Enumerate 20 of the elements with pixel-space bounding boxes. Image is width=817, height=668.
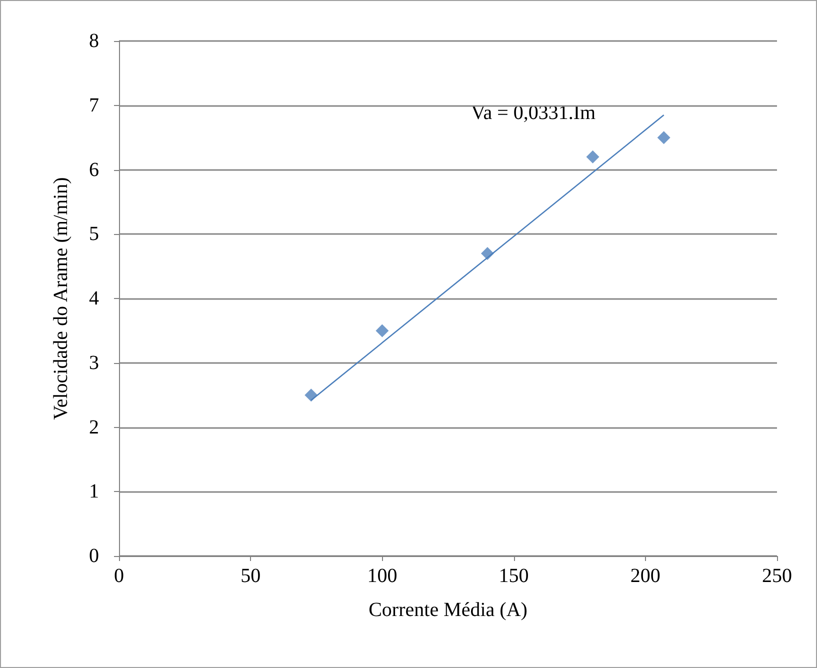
y-tick-label: 5 [89,223,99,246]
point [376,324,389,338]
y-axis-title: Velocidade do Arame (m/min) [50,177,72,420]
y-tick-label: 2 [89,416,99,438]
x-tick-label: 100 [367,565,398,587]
y-tick-label: 8 [89,30,99,52]
x-axis-title: Corrente Média (A) [368,599,528,621]
x-tick-label: 150 [498,565,529,587]
point [657,131,670,144]
x-tick-label: 50 [240,565,261,587]
point [586,150,600,164]
y-tick-label: 0 [89,545,99,567]
y-tick-label: 7 [89,94,99,116]
y-tick-label: 3 [89,352,99,374]
y-tick-label: 6 [89,158,99,181]
x-tick-label: 200 [630,565,660,587]
y-tick-label: 4 [89,288,99,310]
y-tick-label: 1 [89,480,99,503]
x-tick-label: 250 [762,565,792,587]
x-tick-label: 0 [114,565,124,587]
